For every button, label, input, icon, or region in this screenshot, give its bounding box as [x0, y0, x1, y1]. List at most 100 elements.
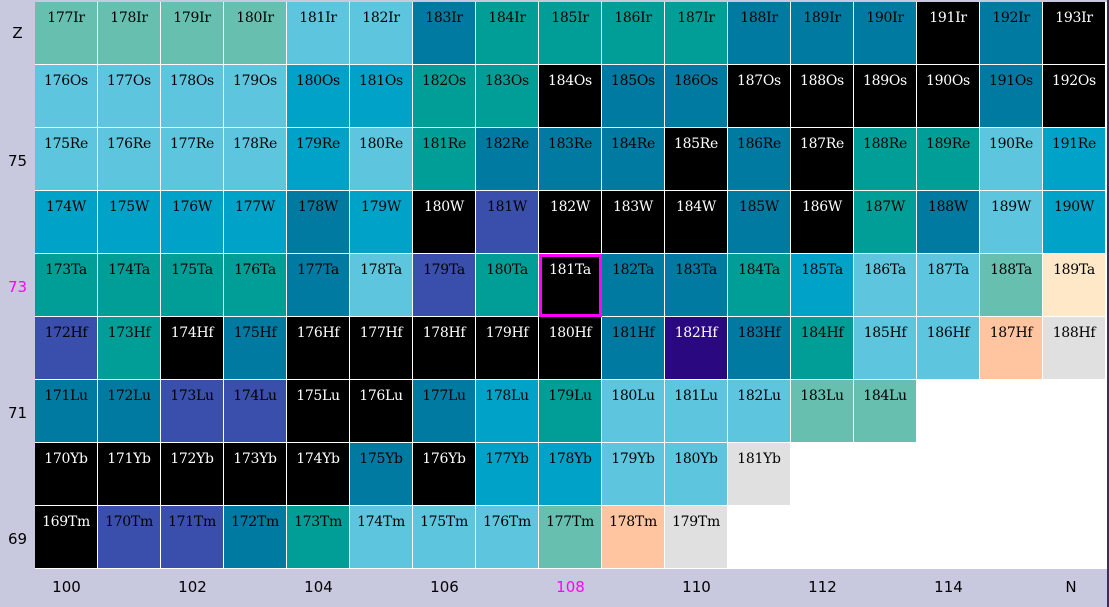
- nuclide-cell-188os[interactable]: 188Os: [791, 65, 854, 128]
- nuclide-cell-192os[interactable]: 192Os: [1043, 65, 1106, 128]
- nuclide-cell-190ir[interactable]: 190Ir: [854, 2, 917, 65]
- nuclide-cell-185re[interactable]: 185Re: [665, 128, 728, 191]
- nuclide-cell-172tm[interactable]: 172Tm: [224, 506, 287, 569]
- nuclide-cell-178hf[interactable]: 178Hf: [413, 317, 476, 380]
- nuclide-cell-182re[interactable]: 182Re: [476, 128, 539, 191]
- nuclide-cell-182lu[interactable]: 182Lu: [728, 380, 791, 443]
- nuclide-cell-176lu[interactable]: 176Lu: [350, 380, 413, 443]
- nuclide-cell-176os[interactable]: 176Os: [35, 65, 98, 128]
- nuclide-cell-180yb[interactable]: 180Yb: [665, 443, 728, 506]
- nuclide-cell-180ir[interactable]: 180Ir: [224, 2, 287, 65]
- nuclide-cell-173yb[interactable]: 173Yb: [224, 443, 287, 506]
- nuclide-cell-184hf[interactable]: 184Hf: [791, 317, 854, 380]
- nuclide-cell-177lu[interactable]: 177Lu: [413, 380, 476, 443]
- nuclide-cell-185os[interactable]: 185Os: [602, 65, 665, 128]
- nuclide-cell-187re[interactable]: 187Re: [791, 128, 854, 191]
- nuclide-cell-183ir[interactable]: 183Ir: [413, 2, 476, 65]
- nuclide-cell-181lu[interactable]: 181Lu: [665, 380, 728, 443]
- nuclide-cell-181yb[interactable]: 181Yb: [728, 443, 791, 506]
- nuclide-cell-186os[interactable]: 186Os: [665, 65, 728, 128]
- nuclide-cell-188w[interactable]: 188W: [917, 191, 980, 254]
- nuclide-cell-175hf[interactable]: 175Hf: [224, 317, 287, 380]
- nuclide-cell-178re[interactable]: 178Re: [224, 128, 287, 191]
- nuclide-cell-184lu[interactable]: 184Lu: [854, 380, 917, 443]
- nuclide-cell-172lu[interactable]: 172Lu: [98, 380, 161, 443]
- nuclide-cell-176re[interactable]: 176Re: [98, 128, 161, 191]
- nuclide-cell-177ir[interactable]: 177Ir: [35, 2, 98, 65]
- nuclide-cell-174yb[interactable]: 174Yb: [287, 443, 350, 506]
- nuclide-cell-182ta[interactable]: 182Ta: [602, 254, 665, 317]
- nuclide-cell-191re[interactable]: 191Re: [1043, 128, 1106, 191]
- nuclide-cell-171lu[interactable]: 171Lu: [35, 380, 98, 443]
- nuclide-cell-188ir[interactable]: 188Ir: [728, 2, 791, 65]
- nuclide-cell-182hf[interactable]: 182Hf: [665, 317, 728, 380]
- nuclide-cell-183lu[interactable]: 183Lu: [791, 380, 854, 443]
- nuclide-cell-177ta[interactable]: 177Ta: [287, 254, 350, 317]
- nuclide-cell-183ta[interactable]: 183Ta: [665, 254, 728, 317]
- nuclide-cell-189os[interactable]: 189Os: [854, 65, 917, 128]
- nuclide-cell-175re[interactable]: 175Re: [35, 128, 98, 191]
- nuclide-cell-175tm[interactable]: 175Tm: [413, 506, 476, 569]
- nuclide-cell-174w[interactable]: 174W: [35, 191, 98, 254]
- nuclide-cell-186w[interactable]: 186W: [791, 191, 854, 254]
- nuclide-cell-184w[interactable]: 184W: [665, 191, 728, 254]
- nuclide-cell-191os[interactable]: 191Os: [980, 65, 1043, 128]
- nuclide-cell-180lu[interactable]: 180Lu: [602, 380, 665, 443]
- nuclide-cell-187hf[interactable]: 187Hf: [980, 317, 1043, 380]
- nuclide-cell-176w[interactable]: 176W: [161, 191, 224, 254]
- nuclide-cell-178ta[interactable]: 178Ta: [350, 254, 413, 317]
- nuclide-cell-177w[interactable]: 177W: [224, 191, 287, 254]
- nuclide-cell-179lu[interactable]: 179Lu: [539, 380, 602, 443]
- nuclide-cell-178yb[interactable]: 178Yb: [539, 443, 602, 506]
- nuclide-cell-183os[interactable]: 183Os: [476, 65, 539, 128]
- nuclide-cell-182w[interactable]: 182W: [539, 191, 602, 254]
- nuclide-cell-183w[interactable]: 183W: [602, 191, 665, 254]
- nuclide-cell-191ir[interactable]: 191Ir: [917, 2, 980, 65]
- nuclide-cell-184os[interactable]: 184Os: [539, 65, 602, 128]
- nuclide-cell-176yb[interactable]: 176Yb: [413, 443, 476, 506]
- nuclide-cell-193ir[interactable]: 193Ir: [1043, 2, 1106, 65]
- nuclide-cell-181os[interactable]: 181Os: [350, 65, 413, 128]
- nuclide-cell-182os[interactable]: 182Os: [413, 65, 476, 128]
- nuclide-cell-180re[interactable]: 180Re: [350, 128, 413, 191]
- nuclide-cell-179yb[interactable]: 179Yb: [602, 443, 665, 506]
- nuclide-cell-183hf[interactable]: 183Hf: [728, 317, 791, 380]
- nuclide-cell-189ta[interactable]: 189Ta: [1043, 254, 1106, 317]
- nuclide-cell-186re[interactable]: 186Re: [728, 128, 791, 191]
- nuclide-cell-180os[interactable]: 180Os: [287, 65, 350, 128]
- nuclide-cell-182ir[interactable]: 182Ir: [350, 2, 413, 65]
- nuclide-cell-170tm[interactable]: 170Tm: [98, 506, 161, 569]
- nuclide-cell-184re[interactable]: 184Re: [602, 128, 665, 191]
- nuclide-cell-178lu[interactable]: 178Lu: [476, 380, 539, 443]
- nuclide-cell-190re[interactable]: 190Re: [980, 128, 1043, 191]
- nuclide-cell-173tm[interactable]: 173Tm: [287, 506, 350, 569]
- nuclide-cell-179os[interactable]: 179Os: [224, 65, 287, 128]
- nuclide-cell-181w[interactable]: 181W: [476, 191, 539, 254]
- nuclide-cell-179tm[interactable]: 179Tm: [665, 506, 728, 569]
- nuclide-cell-178os[interactable]: 178Os: [161, 65, 224, 128]
- nuclide-cell-185hf[interactable]: 185Hf: [854, 317, 917, 380]
- nuclide-cell-192ir[interactable]: 192Ir: [980, 2, 1043, 65]
- nuclide-cell-187os[interactable]: 187Os: [728, 65, 791, 128]
- nuclide-cell-184ta[interactable]: 184Ta: [728, 254, 791, 317]
- nuclide-cell-190w[interactable]: 190W: [1043, 191, 1106, 254]
- nuclide-cell-176tm[interactable]: 176Tm: [476, 506, 539, 569]
- nuclide-cell-185ir[interactable]: 185Ir: [539, 2, 602, 65]
- nuclide-cell-175lu[interactable]: 175Lu: [287, 380, 350, 443]
- nuclide-cell-181hf[interactable]: 181Hf: [602, 317, 665, 380]
- nuclide-cell-187ta[interactable]: 187Ta: [917, 254, 980, 317]
- nuclide-cell-180w[interactable]: 180W: [413, 191, 476, 254]
- nuclide-cell-173ta[interactable]: 173Ta: [35, 254, 98, 317]
- nuclide-cell-184ir[interactable]: 184Ir: [476, 2, 539, 65]
- nuclide-cell-180hf[interactable]: 180Hf: [539, 317, 602, 380]
- nuclide-cell-173lu[interactable]: 173Lu: [161, 380, 224, 443]
- nuclide-cell-177os[interactable]: 177Os: [98, 65, 161, 128]
- nuclide-cell-172hf[interactable]: 172Hf: [35, 317, 98, 380]
- nuclide-cell-183re[interactable]: 183Re: [539, 128, 602, 191]
- nuclide-cell-171yb[interactable]: 171Yb: [98, 443, 161, 506]
- nuclide-cell-171tm[interactable]: 171Tm: [161, 506, 224, 569]
- nuclide-cell-177tm[interactable]: 177Tm: [539, 506, 602, 569]
- nuclide-cell-176hf[interactable]: 176Hf: [287, 317, 350, 380]
- nuclide-cell-177yb[interactable]: 177Yb: [476, 443, 539, 506]
- nuclide-cell-178w[interactable]: 178W: [287, 191, 350, 254]
